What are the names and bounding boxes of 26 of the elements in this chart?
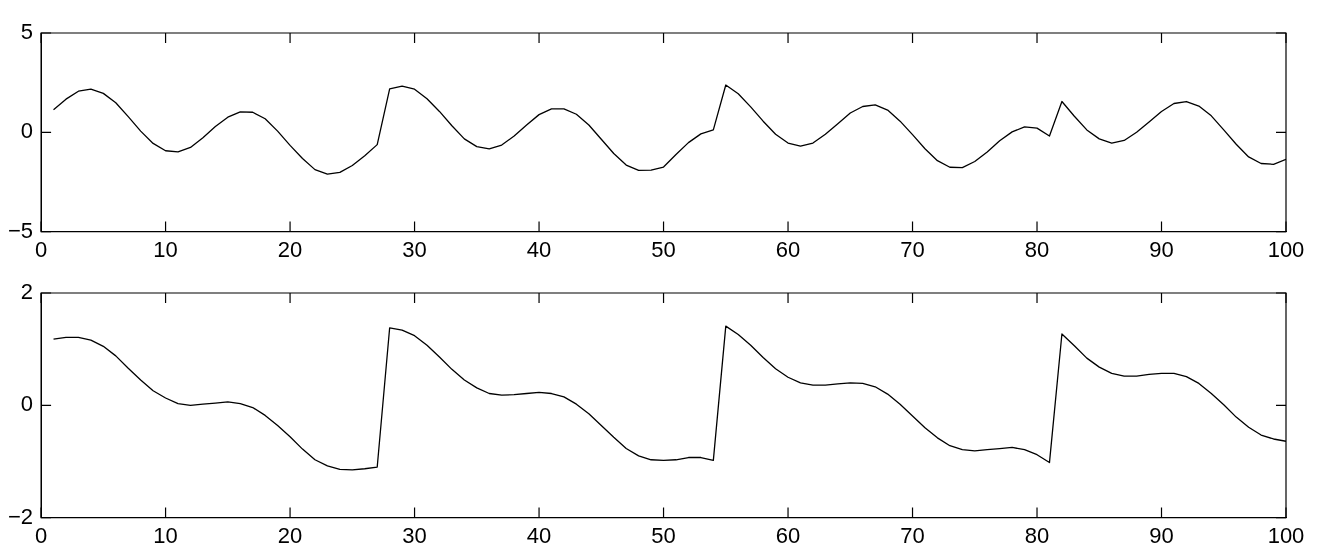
y-tick-label: 0 [20,391,34,417]
x-tick-label: 100 [1267,522,1305,548]
y-tick-label: 0 [20,118,34,144]
x-tick-label: 20 [277,522,303,548]
x-tick-label: 20 [277,236,303,262]
x-tick-label: 90 [1149,522,1174,548]
x-tick-label: 10 [153,236,178,262]
x-tick-label: 70 [900,236,925,262]
x-tick-label: 10 [153,522,178,548]
x-tick-label: 80 [1024,522,1050,548]
x-tick-label: 60 [775,236,801,262]
y-tick-label: 2 [20,279,34,305]
x-tick-label: 40 [526,522,552,548]
y-tick-label: −2 [7,503,34,529]
x-tick-label: 40 [526,236,552,262]
x-tick-label: 70 [900,522,925,548]
x-tick-label: 100 [1267,236,1305,262]
x-tick-label: 90 [1149,236,1174,262]
x-tick-label: 80 [1024,236,1050,262]
x-tick-label: 50 [651,236,676,262]
x-tick-label: 50 [651,522,676,548]
x-tick-label: 30 [402,236,427,262]
x-tick-label: 60 [775,522,801,548]
y-tick-label: 5 [20,19,34,45]
x-tick-label: 30 [402,522,427,548]
y-tick-label: −5 [7,217,34,243]
